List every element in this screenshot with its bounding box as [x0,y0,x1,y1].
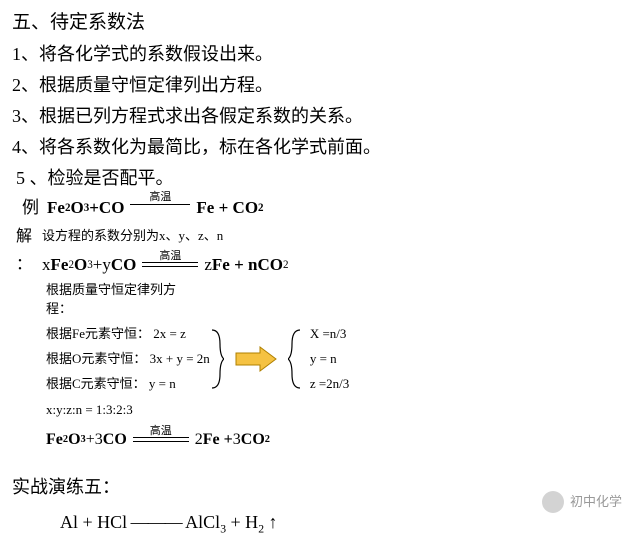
coef-z: z [204,251,212,278]
equation-system: 根据Fe元素守恒： 2x = z 根据O元素守恒： 3x + y = 2n 根据… [46,324,628,394]
f-plus: + [89,194,99,221]
sol-row-x: X =n/3 [310,324,349,345]
f-plus: + [86,427,95,453]
f-co: CO [111,251,137,278]
step-1: 1、将各化学式的系数假设出来。 [12,40,628,69]
coef-3b: 3 [233,427,241,453]
step-2: 2、根据质量守恒定律列出方程。 [12,71,628,100]
condition-label: 高温 [142,248,198,266]
p-lhs: Al + HCl [60,512,127,532]
f-fe: Fe [47,194,65,221]
section-title: 五、待定系数法 [12,8,628,38]
watermark: 初中化学 [542,491,622,513]
f-o: O [68,427,80,453]
reaction-arrow: 高温 [133,437,189,442]
f-o: O [70,194,83,221]
solution-line-1: 设方程的系数分别为x、y、z、n [42,226,223,247]
p-alcl: AlCl [185,512,220,532]
solution-eq-coef: xFe2O3 + yCO 高温 z Fe + nCO2 [42,251,288,278]
gas-arrow-icon: ↑ [264,512,278,532]
example-row: 例 Fe2O3 + CO 高温 Fe + CO2 [22,194,628,221]
solution-label-1: 解 [16,224,32,250]
coef-2: 2 [195,427,203,453]
f-fe: Fe [51,251,69,278]
condition-label: 高温 [133,423,189,441]
sys-row-fe: 根据Fe元素守恒： 2x = z [46,324,210,345]
coef-3: 3 [95,427,103,453]
f-fe-rhs: Fe + n [212,251,258,278]
example-equation: Fe2O3 + CO 高温 Fe + CO2 [47,194,264,221]
practice-title: 实战演练五： [12,473,628,502]
f-fe: Fe [46,427,63,453]
step-4: 4、将各系数化为最简比，标在各化学式前面。 [12,133,628,162]
sys-row-o: 根据O元素守恒： 3x + y = 2n [46,349,210,370]
f-co: CO [103,427,127,453]
right-brace-icon [210,328,224,390]
watermark-text: 初中化学 [570,492,622,513]
p-dash: ——— [127,512,185,532]
f-plus: + [93,251,103,278]
reaction-arrow: 高温 [142,262,198,267]
f-rhs: Fe + CO [196,194,258,221]
step-5: 5 、检验是否配平。 [16,164,628,193]
implies-arrow-icon [234,344,278,374]
ratio-line: x:y:z:n = 1:3:2:3 [46,400,628,421]
watermark-logo-icon [542,491,564,513]
system-left: 根据Fe元素守恒： 2x = z 根据O元素守恒： 3x + y = 2n 根据… [46,324,210,394]
example-label: 例 [22,194,39,221]
f-o: O [74,251,87,278]
f-co: CO [99,194,125,221]
step-3: 3、根据已列方程式求出各假定系数的关系。 [12,102,628,131]
f-fe-rhs: Fe + [203,427,233,453]
balanced-equation: Fe2O3 + 3CO 高温 2 Fe + 3CO2 [46,427,270,453]
coef-x: x [42,251,51,278]
solution-note: 根据质量守恒定律列方 [46,280,628,301]
solution-note-b: 程： [46,299,628,320]
sys-row-c: 根据C元素守恒： y = n [46,374,210,395]
coef-y: y [102,251,111,278]
f-co2: CO [241,427,265,453]
p-h: + H [226,512,258,532]
left-brace-icon [288,328,302,390]
solution-block: 解 设方程的系数分别为x、y、z、n ： xFe2O3 + yCO 高温 z F… [16,224,628,453]
system-right: X =n/3 y = n z =2n/3 [310,324,349,394]
sol-row-y: y = n [310,349,349,370]
f-co2: CO [257,251,283,278]
solution-label-2: ： [16,252,32,278]
condition-label: 高温 [130,189,190,207]
sol-row-z: z =2n/3 [310,374,349,395]
reaction-arrow: 高温 [130,204,190,205]
